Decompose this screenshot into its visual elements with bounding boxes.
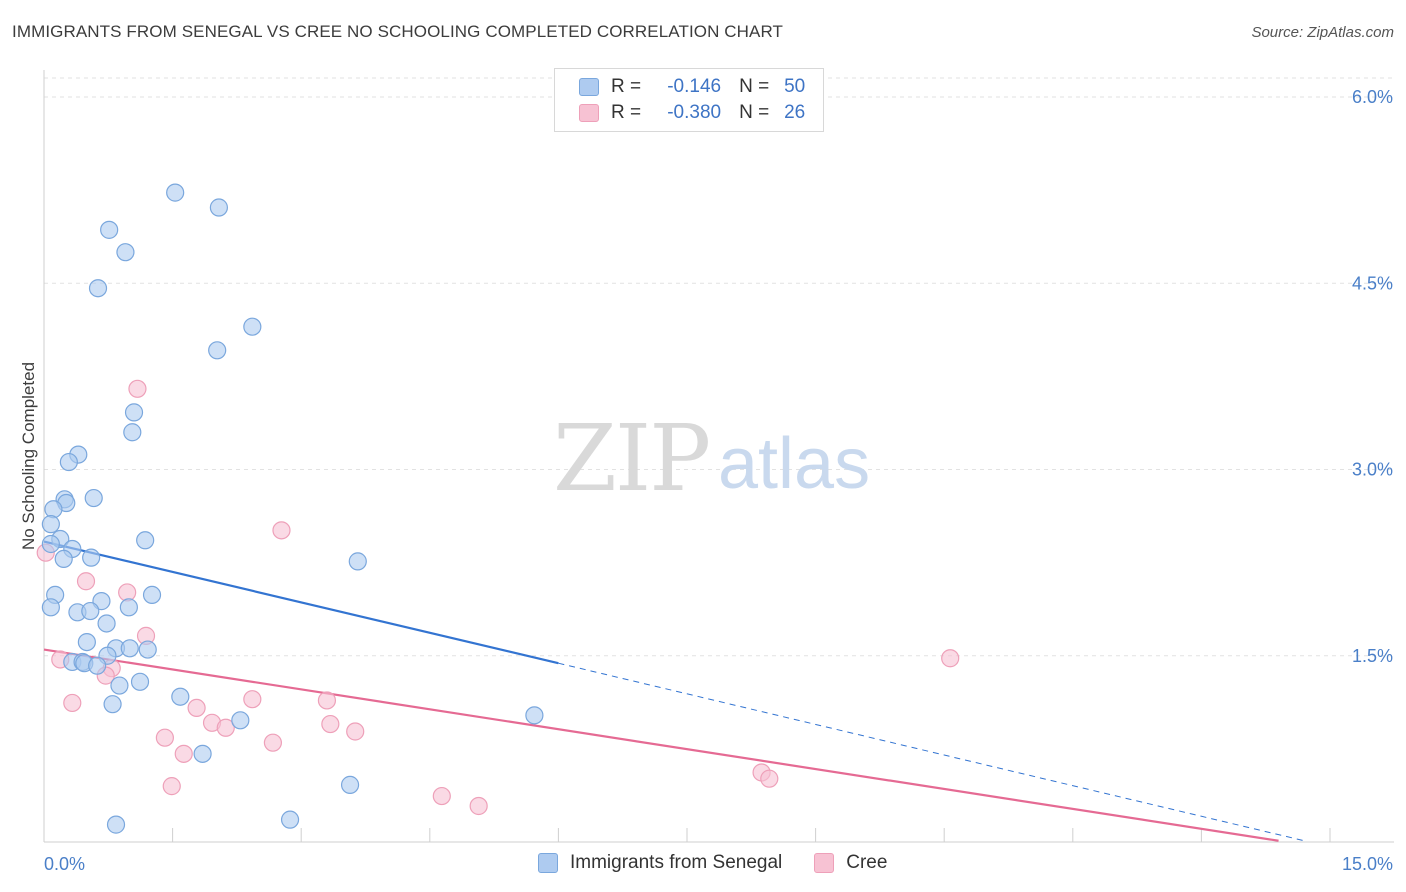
x-tick-label: 15.0% (1342, 854, 1393, 874)
point-senegal (41, 534, 60, 554)
point-senegal (243, 317, 262, 336)
point-senegal (82, 548, 101, 567)
point-senegal (116, 243, 135, 262)
bottom-legend-label-senegal: Immigrants from Senegal (570, 852, 783, 873)
point-senegal (81, 601, 100, 621)
point-cree (128, 379, 147, 398)
point-senegal (171, 687, 190, 706)
point-senegal (166, 183, 185, 202)
point-senegal (41, 515, 60, 534)
point-cree (346, 722, 365, 741)
point-senegal (124, 403, 144, 422)
point-senegal (120, 639, 139, 658)
watermark-atlas: atlas (718, 424, 870, 504)
watermark-zip: ZIP (553, 405, 709, 512)
point-senegal (138, 640, 157, 659)
point-senegal (119, 598, 138, 617)
legend-swatch-senegal (579, 78, 599, 96)
source-label: Source: ZipAtlas.com (1251, 24, 1394, 41)
axes (43, 70, 1394, 843)
data-points (36, 183, 960, 834)
point-senegal (136, 531, 155, 550)
point-senegal (54, 549, 73, 569)
point-cree (162, 777, 181, 796)
bottom-legend-swatch-senegal (538, 853, 558, 873)
point-cree (174, 744, 193, 763)
point-senegal (231, 711, 250, 730)
point-senegal (88, 656, 107, 675)
legend-senegal-n-value: 50 (784, 76, 806, 97)
gridlines (44, 77, 1394, 657)
x-tick-label: 0.0% (44, 854, 85, 874)
point-senegal (97, 614, 116, 633)
tick-labels: 1.5% 3.0% 4.5% 6.0% 0.0% 15.0% (44, 87, 1393, 874)
point-senegal (209, 198, 228, 217)
point-senegal (106, 815, 126, 834)
bottom-legend: Immigrants from Senegal Cree (538, 852, 919, 874)
point-cree (187, 698, 206, 718)
legend: R = -0.146 N = 50 R = -0.380 N = 26 (554, 68, 824, 132)
point-cree (263, 733, 283, 752)
point-senegal (130, 672, 150, 691)
point-cree (243, 690, 262, 709)
legend-senegal-n-label: N = (739, 76, 770, 97)
y-tick-label: 6.0% (1352, 87, 1393, 107)
point-senegal (142, 585, 162, 605)
point-senegal (208, 341, 227, 360)
point-senegal (340, 775, 360, 794)
bottom-legend-senegal: Immigrants from Senegal (538, 852, 782, 874)
point-cree (321, 714, 340, 734)
watermark: ZIP atlas (553, 405, 870, 512)
legend-cree-n-value: 26 (784, 102, 806, 123)
point-senegal (88, 279, 108, 298)
legend-cree-r-value: -0.380 (667, 102, 722, 123)
point-senegal (193, 744, 212, 763)
point-cree (469, 796, 488, 816)
point-senegal (41, 598, 60, 617)
point-cree (155, 728, 174, 747)
point-senegal (44, 500, 63, 519)
point-senegal (280, 810, 300, 829)
bottom-legend-cree: Cree (814, 852, 887, 874)
point-cree (941, 649, 960, 668)
trend-line-senegal-extrapolated (558, 662, 1305, 842)
legend-cree-n-label: N = (739, 102, 770, 123)
bottom-legend-label-cree: Cree (846, 852, 888, 873)
point-cree (760, 769, 779, 788)
y-tick-label: 3.0% (1352, 460, 1393, 480)
point-cree (432, 786, 451, 806)
trend-line-cree (43, 648, 1279, 842)
point-senegal (59, 452, 78, 472)
point-senegal (123, 423, 142, 442)
point-senegal (525, 706, 544, 725)
legend-row-senegal: R = -0.146 N = 50 (579, 74, 805, 100)
point-senegal (77, 632, 96, 652)
legend-senegal-r-label: R = (611, 76, 642, 97)
y-tick-label: 1.5% (1352, 646, 1393, 666)
point-senegal (110, 676, 129, 695)
legend-cree-r-label: R = (611, 102, 642, 123)
y-axis-label: No Schooling Completed (19, 362, 38, 550)
trend-lines (43, 540, 1305, 842)
trend-line-senegal (43, 540, 559, 665)
point-cree (317, 691, 337, 710)
point-cree (272, 521, 291, 540)
point-cree (118, 583, 137, 602)
legend-swatch-cree (579, 104, 599, 122)
legend-senegal-r-value: -0.146 (667, 76, 722, 97)
point-senegal (348, 552, 367, 571)
point-cree (63, 693, 82, 713)
y-tick-label: 4.5% (1352, 273, 1393, 293)
bottom-legend-swatch-cree (814, 853, 835, 873)
legend-row-cree: R = -0.380 N = 26 (579, 100, 805, 126)
point-senegal (84, 488, 103, 508)
point-senegal (100, 220, 119, 239)
point-cree (216, 718, 235, 737)
point-senegal (103, 695, 122, 714)
point-cree (76, 572, 96, 591)
chart-title: IMMIGRANTS FROM SENEGAL VS CREE NO SCHOO… (12, 22, 784, 41)
